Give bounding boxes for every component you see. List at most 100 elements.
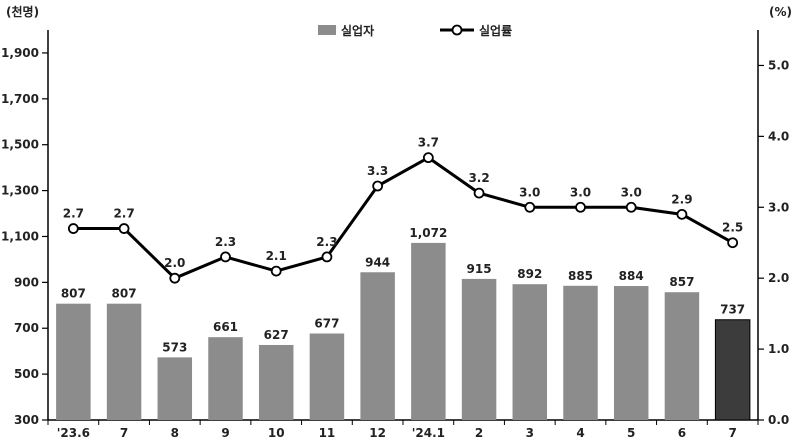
line-point (524, 201, 536, 213)
x-axis-tick-label: 4 (576, 426, 584, 440)
right-axis-tick-label: 0.0 (768, 413, 789, 427)
left-axis-tick-label: 1,900 (1, 46, 39, 60)
bar-data-label: 892 (517, 267, 542, 281)
bar-data-label: 807 (112, 287, 137, 301)
right-axis-tick-label: 4.0 (768, 129, 789, 143)
line-point (118, 223, 130, 234)
line-point (169, 272, 181, 284)
line-data-label: 2.7 (63, 207, 84, 221)
left-axis-tick-label: 1,100 (1, 229, 39, 243)
bar (512, 284, 548, 420)
bar-data-label: 807 (61, 287, 86, 301)
line-point (473, 187, 485, 199)
line-point (67, 223, 79, 234)
line-data-label: 3.0 (519, 185, 540, 199)
bar (309, 333, 345, 420)
left-axis-unit: (천명) (6, 4, 39, 19)
bar (360, 272, 395, 420)
bar (157, 357, 193, 420)
bar (563, 285, 598, 420)
bar-data-label: 857 (669, 275, 694, 289)
line-point (270, 265, 282, 277)
x-axis-tick-label: 7 (120, 426, 128, 440)
line-point (575, 201, 586, 213)
x-axis-tick-label: 9 (221, 426, 229, 440)
bar-data-label: 944 (365, 255, 390, 269)
x-axis-tick-label: 8 (171, 426, 179, 440)
x-axis-tick-label: 3 (526, 426, 534, 440)
right-axis-tick-label: 5.0 (768, 58, 789, 72)
bar-data-label: 573 (162, 340, 187, 354)
right-axis-tick-label: 2.0 (768, 271, 789, 285)
line-data-label: 2.3 (215, 235, 236, 249)
bar-data-label: 885 (568, 269, 593, 283)
x-axis-tick-label: 6 (678, 426, 686, 440)
right-axis-unit: (%) (769, 5, 792, 19)
right-axis: 0.0 1.0 2.0 3.0 4.0 5.0 (758, 58, 789, 427)
left-axis-tick-label: 900 (14, 275, 39, 289)
left-axis-tick-label: 300 (14, 413, 39, 427)
bar (106, 303, 142, 420)
chart-frame (47, 30, 759, 421)
x-axis-tick-label: '23.6 (57, 426, 90, 440)
bar-data-label: 1,072 (409, 226, 447, 240)
line-data-label: 2.3 (316, 235, 337, 249)
legend-label-line: 실업률 (479, 23, 512, 38)
line-data-label: 2.0 (164, 256, 185, 270)
legend-background (272, 18, 528, 42)
left-axis-tick-label: 500 (14, 367, 39, 381)
line-point (220, 251, 231, 263)
x-axis-tick-label: '24.1 (412, 426, 445, 440)
legend: 실업자 실업률 (272, 18, 528, 42)
line-point (422, 152, 434, 164)
left-axis-tick-label: 1,700 (1, 92, 39, 106)
x-axis-tick-label: 11 (319, 426, 336, 440)
line-data-label: 2.7 (113, 207, 134, 221)
left-axis-tick-label: 1,500 (1, 138, 39, 152)
line-data-label: 2.9 (671, 192, 692, 206)
bar-data-label: 627 (264, 328, 289, 342)
bar-data-label: 915 (467, 262, 492, 276)
line-data-label: 3.2 (468, 171, 489, 185)
bar-data-label: 677 (314, 317, 339, 331)
left-axis-tick-label: 1,300 (1, 184, 39, 198)
left-axis: 300 500 700 900 1,100 1,300 1,500 1,700 1,900 (1, 46, 48, 427)
bar-data-label: 737 (720, 303, 745, 317)
bar-data-label: 884 (619, 269, 644, 283)
legend-swatch-bars (318, 25, 336, 35)
bar (208, 337, 243, 420)
bar-data-label: 661 (213, 320, 238, 334)
bar (411, 242, 446, 420)
legend-swatch-marker (451, 24, 463, 36)
line-data-label: 3.3 (367, 164, 388, 178)
bar (56, 303, 91, 420)
x-axis-tick-label: 5 (627, 426, 635, 440)
line-data-label: 3.0 (621, 185, 642, 199)
bar (613, 286, 649, 420)
x-axis-tick-label: 2 (475, 426, 483, 440)
line-path (73, 156, 734, 280)
bar (664, 292, 700, 420)
bar-series: 807 807 573 661 627 677 944 1,072 915 892 885 884 85… (56, 226, 751, 421)
x-axis-tick-label: 7 (728, 426, 736, 440)
bar (461, 278, 497, 420)
bar (714, 319, 751, 421)
line-data-label: 3.0 (570, 185, 591, 199)
left-axis-tick-label: 700 (14, 321, 39, 335)
right-axis-tick-label: 3.0 (768, 200, 789, 214)
x-axis: '23.6 7 8 9 10 11 12 '24.1 2 3 4 5 6 7 (47, 420, 759, 440)
right-axis-tick-label: 1.0 (768, 342, 789, 356)
bar (258, 344, 294, 420)
legend-label-bars: 실업자 (341, 23, 374, 38)
line-point (321, 251, 333, 263)
line-point (676, 208, 688, 220)
line-series: 2.7 2.7 2.0 2.3 2.1 2.3 3.3 3.7 3.2 3.0 3.0 3.0 2.9 2… (63, 136, 743, 284)
line-data-label: 2.5 (722, 221, 743, 235)
line-point (727, 237, 739, 249)
line-point (625, 201, 637, 213)
x-axis-tick-label: 12 (369, 426, 386, 440)
line-point (372, 180, 384, 192)
x-axis-tick-label: 10 (268, 426, 285, 440)
line-data-label: 3.7 (418, 136, 439, 150)
